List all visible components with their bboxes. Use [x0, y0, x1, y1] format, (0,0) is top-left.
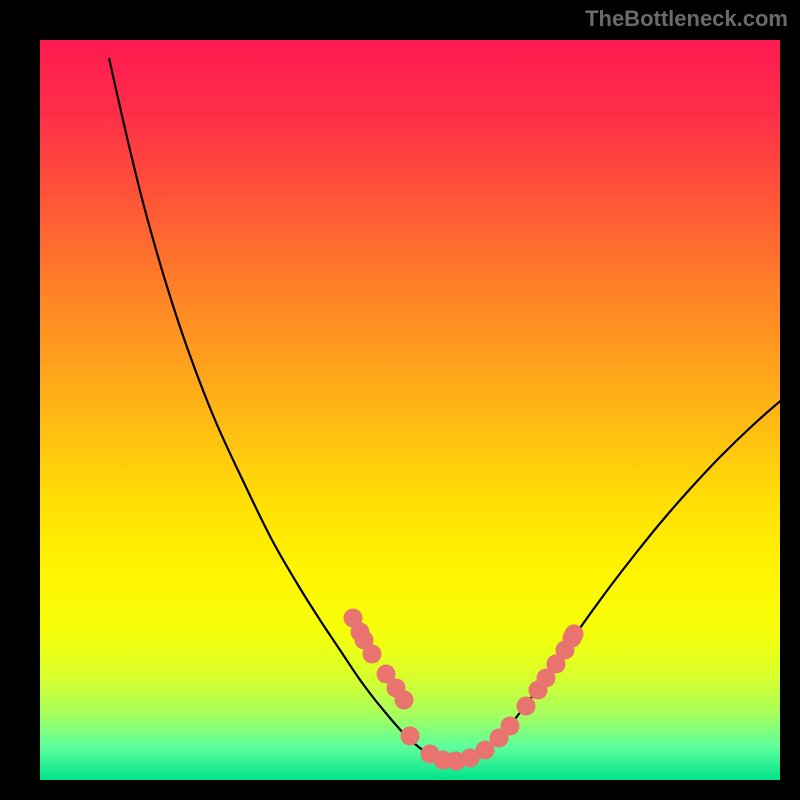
curve-marker	[401, 727, 420, 746]
curve-marker	[363, 645, 382, 664]
plot-area	[40, 40, 780, 780]
watermark-text: TheBottleneck.com	[585, 6, 788, 32]
gradient-background	[40, 40, 780, 780]
curve-marker	[395, 691, 414, 710]
curve-marker	[501, 717, 520, 736]
curve-marker	[517, 697, 536, 716]
bottleneck-chart	[40, 40, 780, 780]
curve-marker	[565, 625, 584, 644]
